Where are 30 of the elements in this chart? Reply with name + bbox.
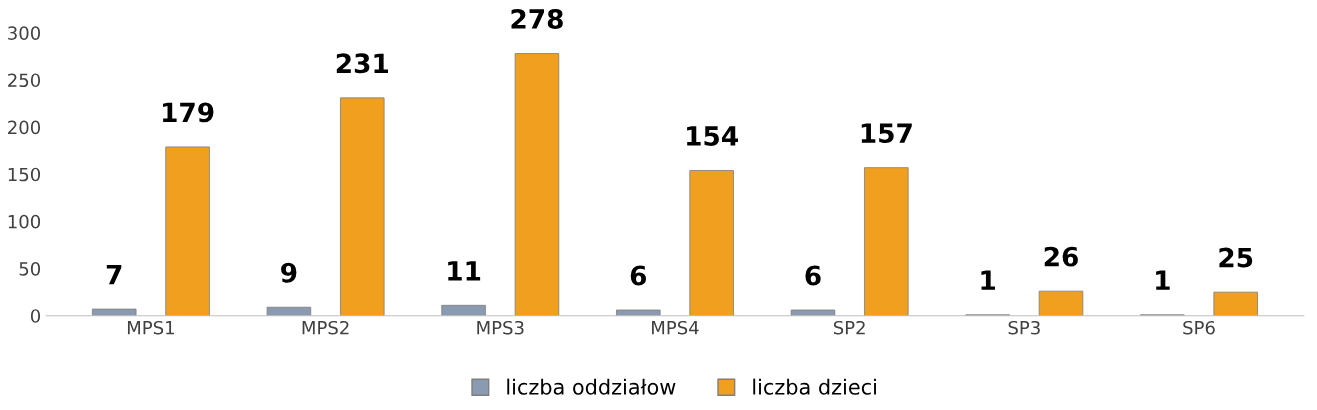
data-label: 278 [511,9,563,29]
x-tick-label: MPS3 [477,320,524,335]
data-label: 6 [630,265,647,286]
legend-label: liczba oddziałow [507,378,676,395]
y-tick-label: 200 [8,120,41,135]
x-tick-label: MPS2 [302,320,349,335]
data-label: 154 [687,126,738,146]
y-tick-label: 0 [30,309,41,323]
data-label: 231 [336,53,388,74]
data-label: 6 [805,265,821,286]
data-label: 1 [981,270,996,290]
data-label: 179 [163,102,214,123]
y-tick-label: 250 [8,73,41,88]
data-label: 7 [106,264,122,285]
legend-label: liczba dzieci [753,378,876,395]
y-tick-label: 50 [19,262,41,276]
x-tick-label: SP3 [1008,320,1040,335]
y-tick-label: 300 [8,26,41,40]
data-label: 9 [281,262,297,283]
y-tick-label: 100 [8,214,41,229]
data-label: 157 [861,123,912,144]
x-tick-label: MPS1 [127,320,174,335]
data-label: 11 [448,261,481,281]
data-label: 1 [1156,270,1170,290]
data-label: 26 [1044,246,1078,267]
y-tick-label: 150 [8,167,41,182]
x-tick-label: SP6 [1183,320,1215,335]
x-tick-label: MPS4 [652,320,699,335]
x-tick-label: SP2 [833,320,865,335]
data-label: 25 [1219,247,1253,268]
